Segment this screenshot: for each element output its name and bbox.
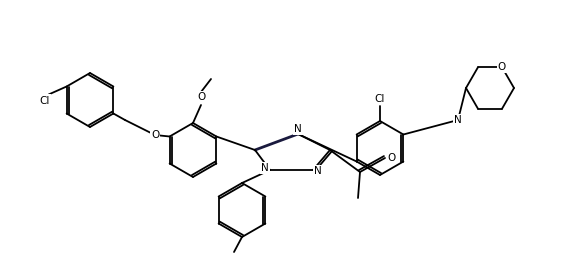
Text: O: O: [151, 130, 159, 140]
Text: Cl: Cl: [40, 96, 50, 105]
Text: N: N: [294, 124, 302, 134]
Text: Cl: Cl: [375, 94, 385, 104]
Text: N: N: [261, 163, 269, 173]
Text: O: O: [197, 92, 205, 102]
Text: O: O: [498, 62, 506, 72]
Text: N: N: [314, 166, 322, 176]
Text: N: N: [454, 115, 462, 125]
Text: O: O: [387, 153, 395, 163]
